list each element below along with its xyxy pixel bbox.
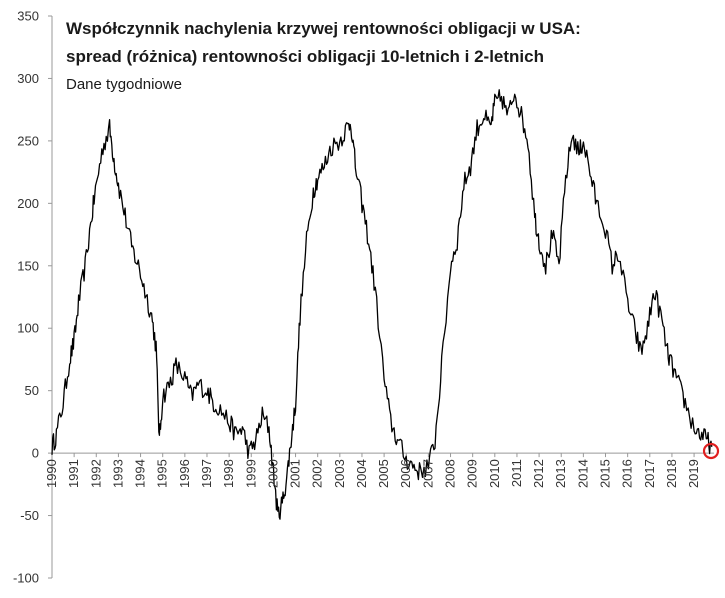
x-tick-label: 2000	[265, 459, 280, 488]
x-tick-label: 1999	[243, 459, 258, 488]
x-tick-label: 2013	[553, 459, 568, 488]
x-tick-label: 2018	[664, 459, 679, 488]
chart-title-line2: spread (różnica) rentowności obligacji 1…	[66, 47, 544, 66]
y-tick-label: 100	[17, 321, 39, 336]
x-tick-label: 1990	[44, 459, 59, 488]
x-tick-label: 1992	[88, 459, 103, 488]
y-axis-tick-labels: -100 -50 0 50 100 150 200 250 300 350	[13, 9, 39, 586]
y-tick-label: 50	[25, 383, 39, 398]
x-tick-label: 1993	[110, 459, 125, 488]
x-tick-label: 1996	[177, 459, 192, 488]
x-tick-label: 2004	[354, 459, 369, 488]
x-tick-label: 1998	[221, 459, 236, 488]
series-layer	[51, 89, 713, 520]
x-tick-label: 1994	[133, 459, 148, 488]
x-tick-label: 2009	[465, 459, 480, 488]
y-tick-label: -100	[13, 571, 39, 586]
x-tick-label: 1991	[66, 459, 81, 488]
x-tick-label: 2015	[598, 459, 613, 488]
axes	[48, 15, 714, 579]
x-tick-label: 2001	[288, 459, 303, 488]
x-tick-label: 2014	[575, 459, 590, 488]
chart-title: Współczynnik nachylenia krzywej rentowno…	[66, 19, 581, 38]
x-tick-label: 2012	[531, 459, 546, 488]
x-tick-label: 2002	[310, 459, 325, 488]
x-tick-label: 2017	[642, 459, 657, 488]
x-tick-label: 2008	[443, 459, 458, 488]
x-tick-label: 1997	[199, 459, 214, 488]
y-tick-label: -50	[20, 508, 39, 523]
y-tick-label: 300	[17, 71, 39, 86]
x-tick-label: 2005	[376, 459, 391, 488]
x-tick-label: 2003	[332, 459, 347, 488]
x-tick-label: 2011	[509, 459, 524, 487]
x-axis-tick-labels: 1990 1991 1992 1993 1994 1995 1996 1997 1998 1999…	[44, 459, 701, 488]
y-tick-label: 150	[17, 258, 39, 273]
y-tick-label: 350	[17, 9, 39, 24]
x-tick-label: 2019	[686, 459, 701, 488]
y-tick-label: 250	[17, 133, 39, 148]
chart-subtitle: Dane tygodniowe	[66, 76, 182, 93]
y-tick-label: 0	[32, 446, 39, 461]
x-tick-label: 2010	[487, 459, 502, 488]
series-line	[51, 89, 713, 520]
x-tick-label: 1995	[155, 459, 170, 488]
x-tick-label: 2016	[620, 459, 635, 488]
x-tick-label: 2007	[420, 459, 435, 488]
latest-value-highlight-circle	[702, 442, 720, 460]
x-tick-label: 2006	[398, 459, 413, 488]
y-tick-label: 200	[17, 196, 39, 211]
